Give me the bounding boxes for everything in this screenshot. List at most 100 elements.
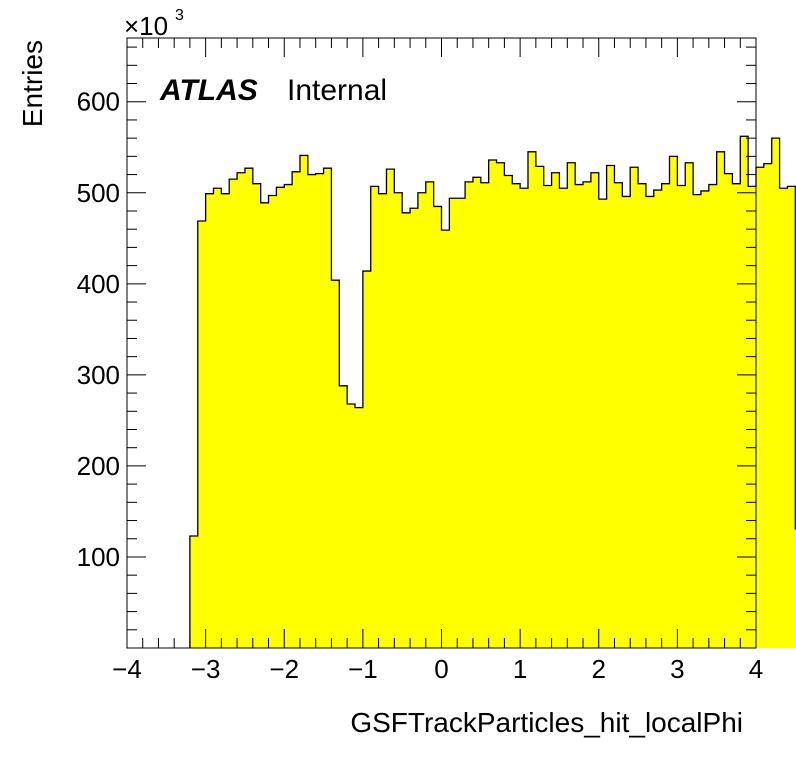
histogram-bin [551,172,560,648]
x-tick-label: −2 [269,654,299,684]
histogram-outline [189,135,796,648]
histogram-bin [771,138,780,649]
y-multiplier-exponent: 3 [175,7,184,24]
x-tick-label: −3 [191,654,221,684]
histogram-bin [756,167,765,649]
histogram-bin [606,165,615,648]
histogram-bin [724,173,733,648]
histogram-bin [740,136,749,648]
histogram-bin [197,221,207,648]
x-tick-label: −4 [112,654,142,684]
histogram-bin [189,536,199,648]
y-tick-label: 200 [77,451,120,481]
histogram-bin [590,172,600,648]
histogram-bin [205,193,214,648]
histogram-bin [292,171,301,648]
histogram-bin [449,198,458,648]
histogram-bin [260,202,269,648]
histogram-bin [527,151,537,648]
histogram-bin [685,162,694,649]
histogram-bin [299,155,309,648]
internal-label: Internal [287,74,387,107]
histogram-bin [669,156,678,648]
histogram-bin [559,188,568,648]
histogram-bin [535,166,545,648]
histogram-bin [645,196,655,648]
histogram-bin [622,196,631,648]
histogram-bin [732,183,741,649]
histogram-bin [638,183,647,649]
histogram-bin [708,184,718,648]
histogram-bin [480,182,490,648]
histogram-bin [598,199,608,649]
x-tick-label: 2 [592,654,606,684]
histogram-bin [441,230,450,648]
histogram-bin [653,190,663,648]
histogram-bin [362,271,372,648]
histogram-bin [496,162,505,649]
histogram-bin [748,186,757,648]
histogram-bin [347,404,356,648]
histogram-bin [284,184,293,648]
histogram-bin [221,193,230,648]
histogram-bin [386,169,395,648]
histogram-bin [213,188,222,648]
y-axis-ticks: 100 200 300 400 500 600 [77,46,756,631]
histogram-bin [677,185,686,648]
histogram-bin [268,195,277,649]
histogram-bin [402,212,411,648]
histogram-bin [693,194,702,648]
histogram-bin [276,187,285,649]
histogram-bin [614,182,623,648]
histogram-bin [417,192,427,648]
histogram-bin [700,190,710,648]
y-tick-label: 100 [77,542,120,572]
histogram-bin [520,188,529,648]
x-axis-title: GSFTrackParticles_hit_localPhi [350,707,743,738]
histogram-bin [630,167,639,649]
histogram-bin [787,186,796,648]
histogram-bin [323,168,332,648]
histogram-bin [543,185,552,648]
histogram-bin [504,175,513,649]
histogram-bin [394,192,403,648]
histogram-bin [779,188,788,648]
histogram-bin [244,168,254,648]
histogram-bin [575,184,584,648]
histogram-bin [488,160,497,648]
x-tick-label: 0 [434,654,448,684]
y-tick-label: 300 [77,360,120,390]
x-tick-label: 1 [513,654,527,684]
plot-frame [126,37,757,649]
histogram-bin [425,181,435,648]
histogram-bins [189,135,796,649]
atlas-label: ATLAS [159,74,258,107]
y-tick-label: 500 [77,178,120,208]
histogram-bin [583,181,592,648]
histogram-bin [763,163,773,648]
histogram-bin [410,208,419,649]
histogram-bin [433,206,442,648]
histogram-bin [307,174,317,648]
histogram-bin [472,177,482,648]
histogram-bin [331,280,340,648]
x-tick-label: −1 [348,654,378,684]
x-tick-label: 4 [749,654,763,684]
histogram-bin [661,183,670,649]
histogram-bin [252,183,262,649]
y-multiplier-base: ×10 [124,11,168,41]
histogram-bin [339,385,348,648]
histogram-bin [716,151,725,648]
histogram-bin [370,186,379,648]
x-tick-label: 3 [670,654,684,684]
histogram-bin [355,407,364,648]
histogram-bin [378,193,387,648]
histogram-bin [465,181,474,648]
histogram-bin [457,198,466,648]
histogram-bin [229,179,238,649]
y-tick-label: 400 [77,269,120,299]
histogram-bin [512,183,521,649]
histogram-bin [315,173,324,648]
y-axis-title: Entries [17,40,48,127]
